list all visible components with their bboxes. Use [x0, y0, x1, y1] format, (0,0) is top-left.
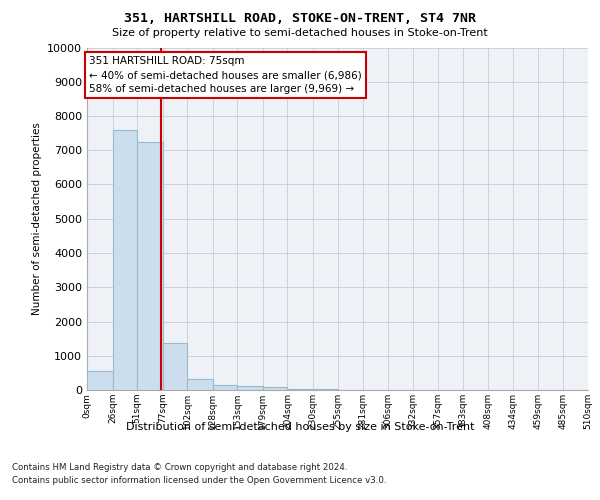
Text: 351 HARTSHILL ROAD: 75sqm
← 40% of semi-detached houses are smaller (6,986)
58% : 351 HARTSHILL ROAD: 75sqm ← 40% of semi-… — [89, 56, 362, 94]
Text: Size of property relative to semi-detached houses in Stoke-on-Trent: Size of property relative to semi-detach… — [112, 28, 488, 38]
Y-axis label: Number of semi-detached properties: Number of semi-detached properties — [32, 122, 41, 315]
Bar — [163, 342, 187, 390]
Text: 351, HARTSHILL ROAD, STOKE-ON-TRENT, ST4 7NR: 351, HARTSHILL ROAD, STOKE-ON-TRENT, ST4… — [124, 12, 476, 26]
Bar — [287, 389, 313, 390]
Text: Contains HM Land Registry data © Crown copyright and database right 2024.: Contains HM Land Registry data © Crown c… — [12, 462, 347, 471]
Bar — [137, 142, 163, 390]
Bar — [238, 386, 263, 390]
Bar — [263, 387, 287, 390]
Bar — [187, 378, 213, 390]
Bar — [113, 130, 137, 390]
Text: Contains public sector information licensed under the Open Government Licence v3: Contains public sector information licen… — [12, 476, 386, 485]
Text: Distribution of semi-detached houses by size in Stoke-on-Trent: Distribution of semi-detached houses by … — [126, 422, 474, 432]
Bar — [87, 371, 113, 390]
Bar — [213, 384, 238, 390]
